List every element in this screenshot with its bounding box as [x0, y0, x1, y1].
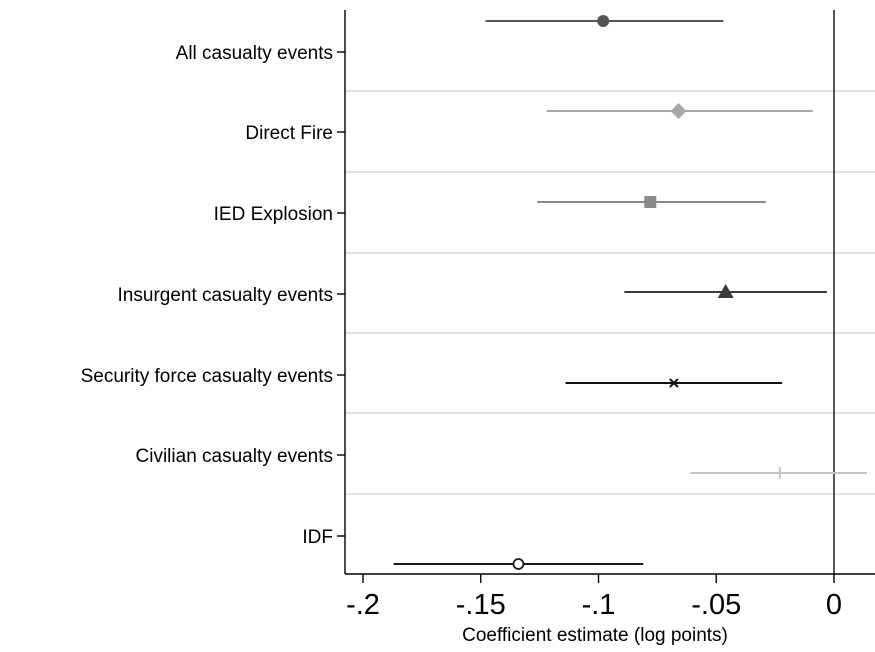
x-tick-labels: -.2 -.15 -.1 -.05 0	[346, 589, 842, 621]
x-tick-label: -.15	[456, 589, 506, 621]
category-labels: All casualty events Direct Fire IED Explos…	[81, 43, 333, 548]
grid-lines	[345, 90, 875, 495]
category-label: IED Explosion	[214, 204, 333, 225]
x-tick-label: 0	[826, 589, 842, 621]
point-estimate-hollow-circle	[512, 558, 525, 570]
point-estimate-circle	[597, 15, 610, 27]
point-estimate-x	[669, 378, 679, 388]
axes	[337, 10, 875, 583]
category-label: IDF	[302, 527, 333, 548]
category-label: Insurgent casualty events	[118, 285, 333, 306]
x-axis-title: Coefficient estimate (log points)	[462, 625, 728, 646]
category-label: Direct Fire	[245, 123, 333, 144]
point-estimates	[512, 15, 783, 570]
point-estimate-square	[644, 196, 657, 208]
confidence-intervals	[393, 20, 867, 565]
category-label: Security force casualty events	[81, 366, 333, 387]
x-tick-label: -.2	[346, 589, 380, 621]
x-tick-label: -.05	[691, 589, 741, 621]
point-estimate-triangle	[717, 284, 734, 298]
category-label: All casualty events	[176, 43, 333, 64]
x-tick-label: -.1	[582, 589, 616, 621]
point-estimate-plus	[776, 467, 783, 479]
point-estimate-diamond	[670, 103, 687, 119]
category-label: Civilian casualty events	[136, 446, 333, 467]
